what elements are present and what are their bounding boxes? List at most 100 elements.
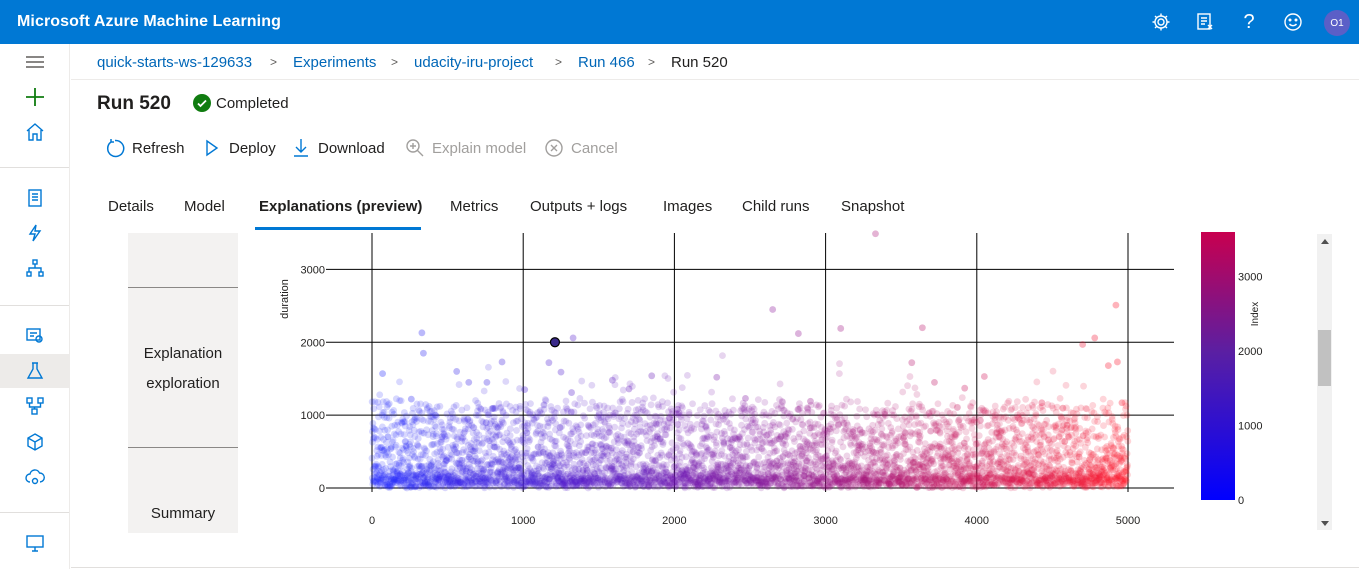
scatter-point (473, 434, 481, 442)
scatter-point (393, 460, 401, 467)
scatter-point (430, 407, 438, 414)
scatter-point (419, 479, 427, 487)
breadcrumb-experiment[interactable]: udacity-iru-project (414, 54, 534, 71)
scatter-point (930, 460, 938, 468)
scatter-point (469, 470, 477, 478)
scatter-point (489, 431, 497, 439)
scatter-point (437, 483, 445, 491)
home-icon[interactable] (0, 115, 69, 149)
scatter-point (499, 409, 507, 417)
breadcrumb-workspace[interactable]: quick-starts-ws-129633 (97, 54, 253, 71)
designer-icon[interactable] (0, 251, 69, 285)
scatter-point (464, 482, 472, 490)
scatter-point (776, 380, 784, 388)
app-title[interactable]: Microsoft Azure Machine Learning (17, 13, 281, 30)
tab-metrics[interactable]: Metrics (450, 198, 499, 215)
scatter-point (507, 441, 515, 448)
scatter-point (1022, 395, 1030, 403)
download-icon (290, 137, 312, 159)
cancel-button[interactable]: Cancel (543, 137, 618, 159)
scatter-point (519, 434, 527, 442)
scatter-point (460, 480, 467, 488)
scatter-point (504, 474, 512, 482)
datasets-icon[interactable] (0, 318, 69, 352)
scatter-point (454, 435, 461, 443)
scatter-point (492, 479, 500, 487)
download-button[interactable]: Download (290, 137, 385, 159)
scatter-point (488, 461, 496, 468)
scatter-point (490, 422, 498, 430)
scatter-point (438, 472, 446, 480)
scatter-point (482, 419, 490, 427)
scatter-point (504, 436, 511, 444)
scatter-point (491, 405, 499, 413)
scatter-point (509, 466, 517, 474)
scatter-point (405, 481, 413, 489)
scatter-point (417, 471, 425, 479)
scatter-point (369, 424, 377, 432)
scatter-point (512, 453, 520, 461)
scatter-point (522, 449, 530, 457)
scatter-point (517, 480, 525, 487)
smiley-icon[interactable] (1281, 10, 1305, 34)
scatter-point (1073, 410, 1081, 418)
pipelines-icon[interactable] (0, 389, 69, 423)
scatter-point (414, 475, 422, 483)
gear-icon[interactable] (1149, 10, 1173, 34)
models-icon[interactable] (0, 425, 69, 459)
refresh-button[interactable]: Refresh (104, 137, 185, 159)
experiments-icon[interactable] (0, 354, 69, 388)
scatter-point (1099, 395, 1107, 403)
scatter-point (524, 422, 531, 429)
scatter-point (472, 470, 480, 477)
feedback-icon[interactable] (1193, 10, 1217, 34)
compute-icon[interactable] (0, 526, 69, 560)
deploy-button[interactable]: Deploy (201, 137, 276, 159)
scatter-point (401, 438, 409, 445)
tab-outputs-logs[interactable]: Outputs + logs (530, 198, 628, 215)
scatter-point (456, 478, 463, 486)
scatter-point (410, 448, 417, 456)
breadcrumb-current-run: Run 520 (671, 54, 728, 71)
scatter-point (912, 413, 920, 421)
scatter-point (1032, 412, 1040, 419)
scatter-point (962, 428, 970, 436)
tab-child-runs[interactable]: Child runs (742, 198, 810, 215)
scatter-point (500, 464, 507, 472)
scatter-point (480, 482, 488, 490)
tab-explanations[interactable]: Explanations (preview) (259, 198, 423, 215)
scatter-point (376, 427, 383, 435)
scatter-point (428, 475, 436, 482)
tab-details[interactable]: Details (108, 198, 154, 215)
hamburger-icon[interactable] (0, 45, 69, 79)
avatar[interactable]: O1 (1324, 10, 1350, 36)
scatter-point (503, 481, 511, 489)
scatter-point (451, 478, 459, 486)
breadcrumb-experiments[interactable]: Experiments (293, 54, 377, 71)
scatter-point (391, 465, 399, 473)
endpoints-icon[interactable] (0, 460, 69, 494)
scatter-point (445, 475, 453, 483)
scatter-point (486, 469, 494, 476)
tab-images[interactable]: Images (663, 198, 713, 215)
scatter-point (407, 443, 414, 451)
plus-icon[interactable] (0, 80, 69, 114)
tab-model[interactable]: Model (184, 198, 225, 215)
explanation-exploration-item[interactable]: Explanation exploration (143, 345, 223, 392)
summary-item[interactable]: Summary (150, 505, 216, 522)
scatter-point (521, 419, 529, 427)
scatter-point (484, 460, 492, 468)
tab-snapshot[interactable]: Snapshot (841, 198, 905, 215)
scatter-point (432, 423, 440, 431)
scatter-point (533, 462, 540, 470)
automl-icon[interactable] (0, 216, 69, 250)
notebook-icon[interactable] (0, 181, 69, 215)
scatter-point (536, 477, 544, 485)
help-icon[interactable]: ? (1243, 10, 1255, 33)
breadcrumb-parent-run[interactable]: Run 466 (578, 54, 635, 71)
scatter-point (415, 473, 423, 481)
scatter-point (513, 436, 521, 444)
scatter-point (436, 476, 443, 483)
explain-model-button[interactable]: Explain model (404, 137, 526, 159)
